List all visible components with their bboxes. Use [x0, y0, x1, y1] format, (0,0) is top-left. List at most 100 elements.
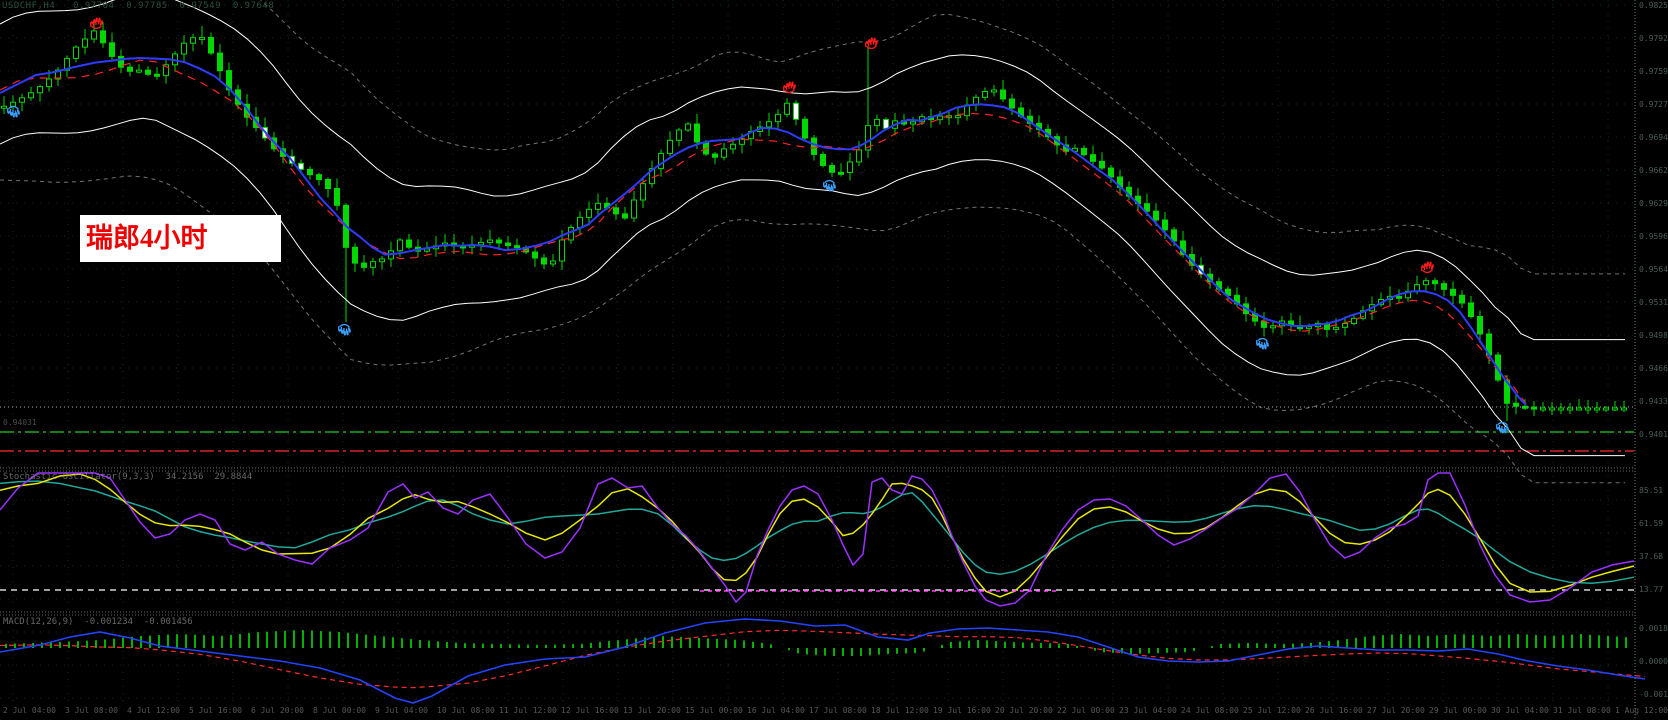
candle [586, 208, 592, 218]
candle [784, 102, 790, 115]
candle [208, 36, 214, 54]
candle [1090, 154, 1096, 162]
stoch-main-line [0, 472, 1635, 607]
candle [181, 42, 187, 55]
candle [613, 207, 619, 215]
candle [1360, 310, 1366, 319]
time-label: 16 Jul 04:00 [747, 706, 805, 715]
candle [1009, 98, 1015, 109]
candle [46, 78, 52, 88]
buy-signal-icon [7, 105, 20, 118]
time-label: 23 Jul 04:00 [1119, 706, 1177, 715]
bb-lower [0, 0, 1625, 341]
candle [118, 55, 124, 68]
candle [1423, 280, 1429, 286]
candle [1504, 379, 1510, 404]
candle [1306, 326, 1312, 330]
macd-signal-line [0, 629, 1646, 689]
candle [1558, 407, 1564, 411]
time-label: 30 Jul 04:00 [1491, 706, 1549, 715]
candle [397, 239, 403, 252]
candle [487, 239, 493, 243]
price-label: 61.59 [1639, 519, 1663, 528]
candle [667, 139, 673, 154]
candle [10, 101, 16, 107]
candle [1549, 407, 1555, 411]
time-label: 2 Jul 04:00 [3, 706, 56, 715]
candle [379, 258, 385, 263]
candle [1603, 407, 1609, 411]
time-label: 8 Jul 00:00 [313, 706, 366, 715]
candle [712, 153, 718, 158]
candle [334, 188, 340, 206]
text-label-box[interactable]: 瑞郎4小时 [80, 215, 281, 262]
candle [1459, 294, 1465, 304]
candle [1396, 295, 1402, 299]
candle [883, 119, 889, 129]
candle [28, 92, 34, 99]
candle [685, 123, 691, 131]
candle [1144, 203, 1150, 212]
candle [730, 143, 736, 150]
candle [1225, 288, 1231, 296]
candle [1441, 283, 1447, 290]
price-label: 0.94989 [1639, 331, 1668, 340]
candle [199, 36, 205, 40]
candle [793, 102, 799, 120]
candle [766, 121, 772, 128]
candle [190, 37, 196, 44]
candle [1162, 219, 1168, 231]
candle [406, 239, 412, 248]
time-label: 31 Jul 08:00 [1553, 706, 1611, 715]
time-label: 24 Jul 08:00 [1181, 706, 1239, 715]
time-axis: 2 Jul 04:00 3 Jul 08:00 4 Jul 12:00 5 Jul 1… [3, 706, 1668, 715]
candle [1, 105, 7, 109]
bb-upper [0, 117, 1625, 457]
macd-pane [0, 618, 1646, 704]
macd-main-line [0, 618, 1646, 704]
candle [622, 213, 628, 219]
candle [1576, 407, 1582, 411]
candle [496, 239, 502, 244]
candle [550, 260, 556, 265]
candle [1342, 323, 1348, 328]
time-label: 11 Jul 12:00 [499, 706, 557, 715]
candle [1333, 326, 1339, 330]
candle [1108, 167, 1114, 178]
candle [91, 30, 97, 40]
candle [154, 73, 160, 77]
time-label: 15 Jul 00:00 [685, 706, 743, 715]
text-label: 瑞郎4小时 [86, 223, 208, 253]
price-label: -0.0018 [1639, 690, 1668, 699]
price-label: 0.95967 [1639, 232, 1668, 241]
price-label: 0.0000 [1639, 657, 1668, 666]
price-label: 85.51 [1639, 486, 1663, 495]
candle [847, 161, 853, 173]
candle [352, 246, 358, 264]
time-label: 10 Jul 08:00 [437, 706, 495, 715]
time-label: 6 Jul 20:00 [251, 706, 304, 715]
candle [1099, 160, 1105, 169]
candle [226, 70, 232, 91]
candle [1153, 210, 1159, 221]
candle [937, 115, 943, 121]
candle [577, 216, 583, 229]
candle [1450, 288, 1456, 296]
candle [865, 125, 871, 151]
bb-outer-upper [0, 175, 1625, 484]
candle [100, 30, 106, 44]
candle [820, 153, 826, 167]
candle [37, 86, 43, 94]
time-label: 20 Jul 20:00 [995, 706, 1053, 715]
buy-signal-icon [1256, 337, 1269, 350]
candle [910, 121, 916, 125]
price-label: 37.68 [1639, 552, 1663, 561]
candle [874, 119, 880, 127]
candle [829, 165, 835, 173]
candle [73, 46, 79, 59]
sell-signal-icon [1421, 261, 1434, 274]
candle [145, 69, 151, 75]
time-label: 25 Jul 12:00 [1243, 706, 1301, 715]
